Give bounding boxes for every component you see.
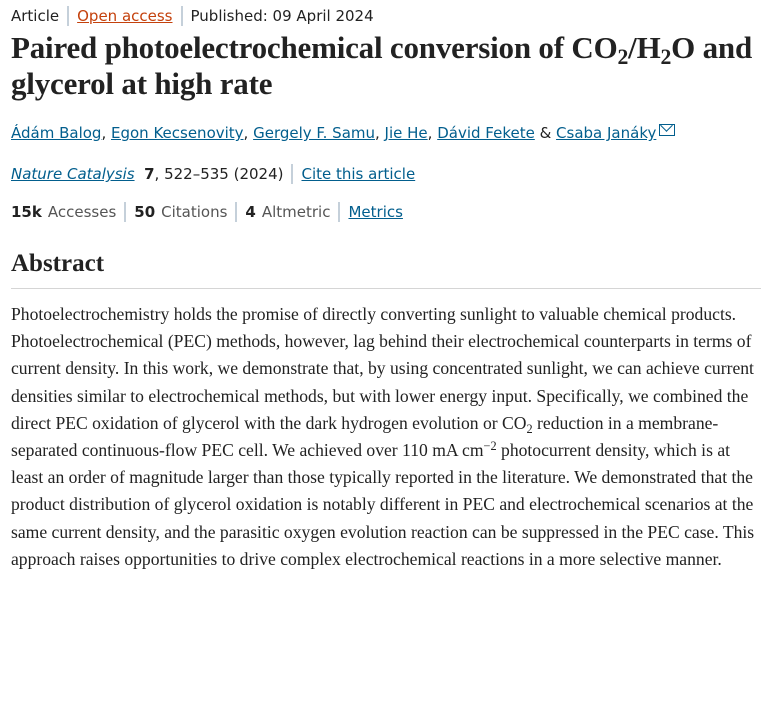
- abstract-sup: −2: [483, 439, 497, 454]
- divider: [180, 6, 183, 26]
- cite-link[interactable]: Cite this article: [301, 165, 416, 183]
- pages: , 522–535 (2024): [154, 165, 284, 183]
- author-link[interactable]: Csaba Janáky: [556, 124, 657, 142]
- sep: ,: [243, 124, 254, 142]
- article-title: Paired photoelectrochemical conversion o…: [11, 30, 761, 102]
- altmetric-score: 4: [245, 203, 256, 221]
- title-sub: 2: [617, 45, 629, 69]
- article-type: Article: [11, 7, 60, 25]
- abstract-part: Photoelectrochemistry holds the promise …: [11, 304, 754, 433]
- altmetric-label: Altmetric: [261, 203, 331, 221]
- abstract-text: Photoelectrochemistry holds the promise …: [11, 301, 761, 573]
- published-date: Published: 09 April 2024: [190, 7, 374, 25]
- author-link[interactable]: Jie He: [384, 124, 428, 142]
- title-text: Paired photoelectrochemical conversion o…: [11, 30, 618, 65]
- title-sub: 2: [660, 45, 672, 69]
- divider: [291, 164, 294, 184]
- open-access-link[interactable]: Open access: [77, 7, 173, 25]
- divider: [235, 202, 238, 222]
- volume: 7: [144, 165, 155, 183]
- article-meta: Article Open access Published: 09 April …: [11, 6, 761, 26]
- author-link[interactable]: Gergely F. Samu: [253, 124, 375, 142]
- author-list: Ádám Balog, Egon Kecsenovity, Gergely F.…: [11, 124, 761, 142]
- metrics-link[interactable]: Metrics: [348, 203, 403, 221]
- author-link[interactable]: Dávid Fekete: [437, 124, 535, 142]
- author-link[interactable]: Egon Kecsenovity: [111, 124, 244, 142]
- author-link[interactable]: Ádám Balog: [11, 124, 102, 142]
- accesses-count: 15k: [11, 203, 42, 221]
- sep: ,: [375, 124, 385, 142]
- abstract-heading: Abstract: [11, 250, 761, 289]
- citations-count: 50: [134, 203, 156, 221]
- title-text: O and glycerol at high rate: [11, 30, 752, 101]
- abstract-part: photocurrent density, which is at least …: [11, 440, 755, 569]
- sep: ,: [427, 124, 438, 142]
- abstract-sub: 2: [526, 421, 533, 436]
- divider: [67, 6, 70, 26]
- sep: &: [534, 124, 557, 142]
- divider: [338, 202, 341, 222]
- citations-label: Citations: [161, 203, 228, 221]
- abstract-part: reduction in a membrane-separated contin…: [11, 412, 719, 461]
- sep: ,: [101, 124, 111, 142]
- citation: Nature Catalysis 7, 522–535 (2024) Cite t…: [11, 164, 761, 184]
- metrics-bar: 15k Accesses 50 Citations 4 Altmetric Metri…: [11, 202, 761, 222]
- divider: [124, 202, 127, 222]
- accesses-label: Accesses: [47, 203, 117, 221]
- mail-icon[interactable]: [659, 124, 676, 136]
- title-text: /H: [628, 30, 661, 65]
- journal-link[interactable]: Nature Catalysis: [11, 165, 135, 183]
